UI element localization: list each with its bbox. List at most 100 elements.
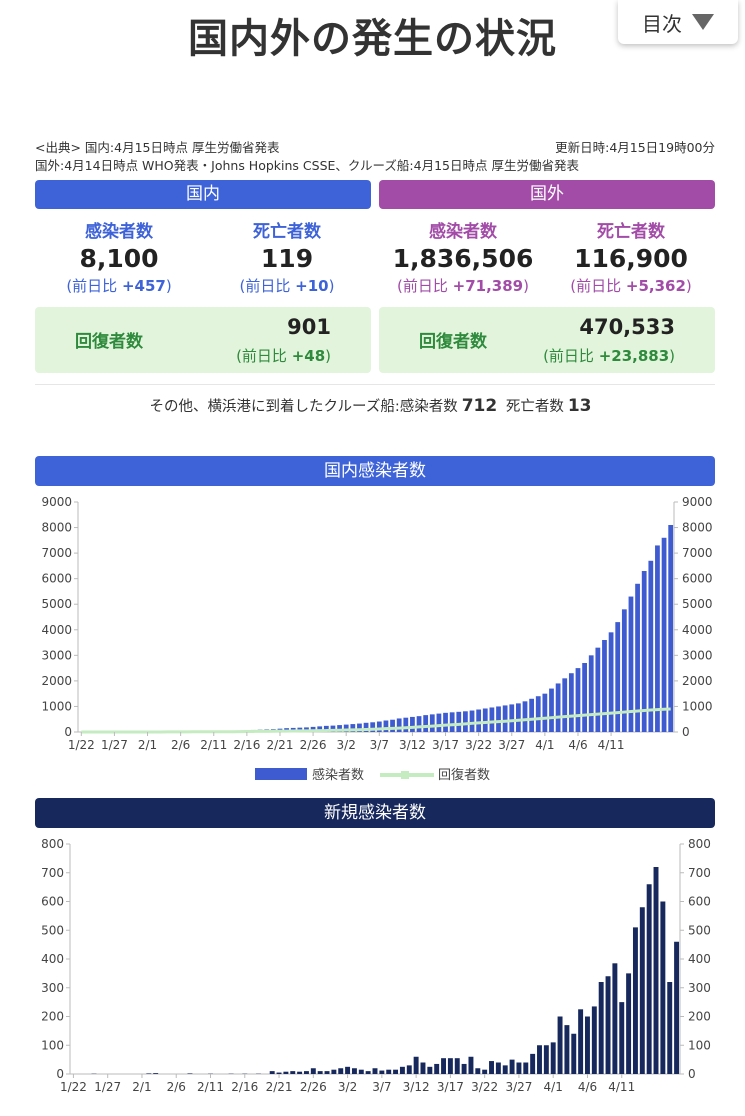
cruise-deaths: 13 xyxy=(567,396,592,416)
y-tick-label-right: 2000 xyxy=(682,674,713,688)
y-tick-label-right: 400 xyxy=(688,952,711,966)
domestic-recovered-value: 901 xyxy=(287,315,331,339)
bar xyxy=(509,704,515,732)
bar xyxy=(641,571,647,732)
bar xyxy=(363,722,369,732)
international-recovered-label: 回復者数 xyxy=(419,332,487,352)
x-tick-label: 1/27 xyxy=(94,1080,121,1094)
y-tick-label-left: 3000 xyxy=(41,648,72,662)
bar xyxy=(568,673,574,732)
bar xyxy=(297,1071,303,1074)
y-tick-label-right: 800 xyxy=(688,837,711,851)
bar xyxy=(530,1053,536,1074)
bar xyxy=(555,683,561,732)
international-deaths-label: 死亡者数 xyxy=(597,222,665,242)
bar xyxy=(660,901,666,1074)
bar xyxy=(416,716,422,732)
bar xyxy=(542,693,548,732)
domestic-infected-delta: (前日比 +457) xyxy=(66,277,172,295)
x-tick-label: 2/1 xyxy=(138,738,157,752)
y-tick-label-right: 9000 xyxy=(682,495,713,509)
y-tick-label-left: 600 xyxy=(41,895,64,909)
x-tick-label: 2/1 xyxy=(132,1080,151,1094)
bar xyxy=(376,721,382,732)
x-tick-label: 4/1 xyxy=(535,738,554,752)
bar xyxy=(605,976,611,1074)
page-title: 国内外の発生の状況 xyxy=(188,16,557,62)
x-tick-label: 3/17 xyxy=(432,738,459,752)
x-tick-label: 4/6 xyxy=(568,738,587,752)
international-infected-value: 1,836,506 xyxy=(392,244,534,273)
bar xyxy=(585,1016,590,1074)
chart1-title: 国内感染者数 xyxy=(35,456,715,486)
bar xyxy=(372,1068,378,1074)
domestic-recovered-label: 回復者数 xyxy=(75,332,143,352)
x-tick-label: 2/11 xyxy=(200,738,227,752)
x-tick-label: 3/7 xyxy=(370,738,389,752)
bar xyxy=(454,1058,460,1074)
y-tick-label-left: 9000 xyxy=(41,495,72,509)
bar xyxy=(345,1066,351,1074)
legend-label-infected: 感染者数 xyxy=(312,767,364,783)
triangle-down-icon xyxy=(692,14,714,30)
x-tick-label: 3/2 xyxy=(338,1080,357,1094)
x-tick-label: 3/2 xyxy=(337,738,356,752)
x-tick-label: 1/22 xyxy=(60,1080,87,1094)
y-tick-label-right: 5000 xyxy=(682,597,713,611)
y-tick-label-left: 500 xyxy=(41,923,64,937)
bar xyxy=(463,711,468,732)
bar xyxy=(399,1066,405,1074)
bar xyxy=(393,1069,399,1074)
y-tick-label-right: 600 xyxy=(688,895,711,909)
bar xyxy=(582,663,587,732)
domestic-infected-label: 感染者数 xyxy=(85,222,153,242)
source-line-1: <出典> 国内:4月15日時点 厚生労働省発表 xyxy=(35,140,280,155)
bar xyxy=(562,678,568,732)
bar xyxy=(323,725,329,732)
bar xyxy=(410,716,415,732)
recovered-line xyxy=(81,707,671,734)
bar xyxy=(443,712,448,732)
y-tick-label-right: 4000 xyxy=(682,623,713,637)
y-tick-label-left: 0 xyxy=(64,725,72,739)
bar xyxy=(351,1068,357,1074)
bar xyxy=(358,1069,364,1074)
x-tick-label: 2/26 xyxy=(300,1080,327,1094)
y-tick-label-right: 300 xyxy=(688,981,711,995)
bar xyxy=(420,1062,426,1074)
bar xyxy=(317,1071,323,1074)
bar xyxy=(639,907,645,1074)
y-tick-label-right: 7000 xyxy=(682,546,713,560)
bar xyxy=(495,1062,501,1074)
bar xyxy=(632,927,638,1074)
bar xyxy=(489,707,495,732)
bar xyxy=(588,655,594,732)
bar xyxy=(661,537,667,732)
x-tick-label: 1/27 xyxy=(101,738,128,752)
international-recovered-value: 470,533 xyxy=(579,315,675,339)
bar xyxy=(283,1071,289,1074)
y-tick-label-right: 100 xyxy=(688,1038,711,1052)
bar xyxy=(343,724,349,732)
updated-timestamp: 更新日時:4月15日19時00分 xyxy=(555,140,715,155)
bar xyxy=(413,1056,419,1074)
bar xyxy=(602,640,607,732)
bar xyxy=(434,1063,440,1074)
bar xyxy=(406,1065,412,1074)
x-tick-label: 2/16 xyxy=(231,1080,258,1094)
bar xyxy=(557,1016,563,1074)
bar xyxy=(370,722,376,732)
bar xyxy=(383,720,389,732)
bar xyxy=(653,867,659,1074)
cruise-summary: その他、横浜港に到着したクルーズ船:感染者数 712 死亡者数 13 xyxy=(0,395,745,416)
bar xyxy=(523,1062,529,1074)
y-tick-label-right: 3000 xyxy=(682,648,713,662)
international-deaths: 死亡者数 116,900 (前日比 +5,362) xyxy=(547,217,715,296)
bar xyxy=(529,698,535,732)
bar xyxy=(365,1071,371,1074)
y-tick-label-right: 8000 xyxy=(682,521,713,535)
bar xyxy=(515,703,521,732)
toc-button[interactable]: 目次 xyxy=(618,0,738,44)
bar xyxy=(441,1058,447,1074)
bar xyxy=(330,725,336,732)
